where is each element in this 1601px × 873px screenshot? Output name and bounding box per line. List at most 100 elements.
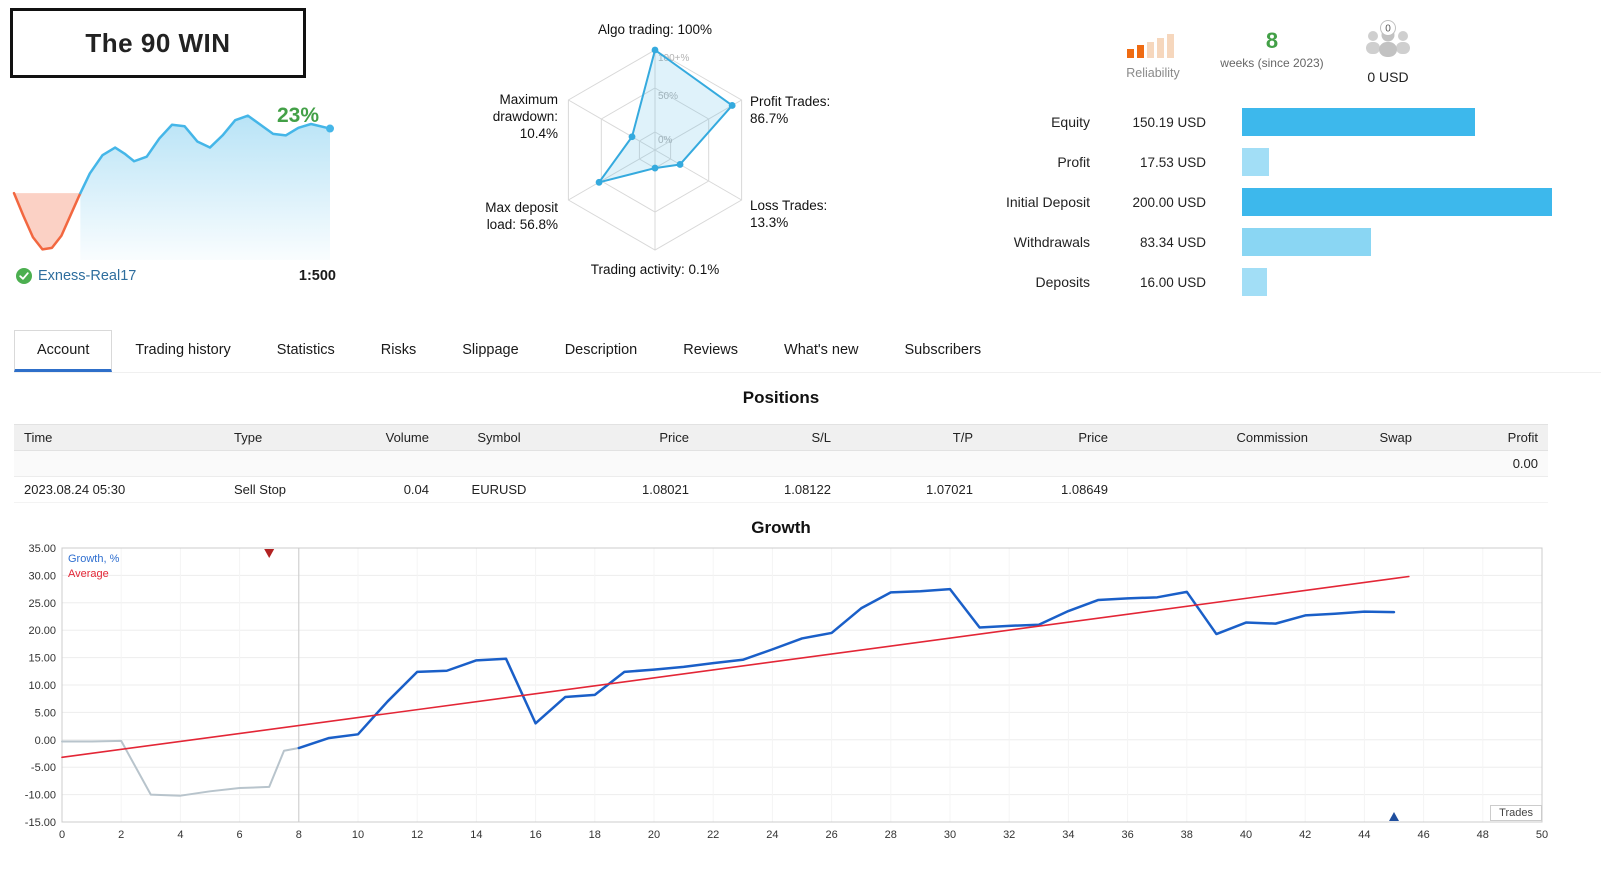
position-commission — [1118, 476, 1318, 503]
positions-table: Time Type Volume Symbol Price S/L T/P Pr… — [14, 424, 1548, 503]
svg-text:25.00: 25.00 — [28, 598, 56, 610]
withdrawals-bar — [1242, 228, 1372, 256]
svg-text:22: 22 — [707, 829, 719, 841]
svg-text:24: 24 — [766, 829, 778, 841]
radar-label-loss-trades: Loss Trades: 13.3% — [750, 198, 828, 230]
stat-value: 83.34 USD — [1139, 234, 1206, 250]
positions-summary-row: 0.00 — [14, 450, 1548, 477]
position-time: 2023.08.24 05:30 — [14, 476, 224, 503]
svg-text:18: 18 — [589, 829, 601, 841]
stat-row-initial-deposit: Initial Deposit 200.00 USD — [950, 182, 1570, 222]
radar-chart: 100+% 50% 0% — [567, 46, 743, 251]
svg-text:6: 6 — [237, 829, 243, 841]
svg-text:4: 4 — [177, 829, 183, 841]
tab-whats-new[interactable]: What's new — [784, 342, 859, 358]
broker-link[interactable]: Exness-Real17 — [16, 268, 136, 284]
growth-chart: -15.00 -10.00 -5.00 0.00 5.00 10.00 15.00 20.00… — [25, 543, 1548, 841]
weeks-value: 8 — [1265, 28, 1279, 53]
stat-row-equity: Equity 150.19 USD — [950, 102, 1570, 142]
position-profit — [1422, 476, 1548, 503]
column-header-price: Price — [559, 424, 699, 451]
svg-text:-5.00: -5.00 — [31, 762, 56, 774]
subscribers-icon: 0 — [1366, 20, 1410, 57]
svg-text:15.00: 15.00 — [28, 653, 56, 665]
tab-reviews[interactable]: Reviews — [683, 342, 739, 358]
svg-text:38: 38 — [1181, 829, 1193, 841]
subscribers-funds: 0 USD — [1367, 69, 1409, 85]
position-symbol: EURUSD — [439, 476, 559, 503]
svg-text:16: 16 — [529, 829, 541, 841]
column-header-volume: Volume — [344, 424, 439, 451]
position-volume: 0.04 — [344, 476, 439, 503]
svg-text:34: 34 — [1062, 829, 1074, 841]
signal-title-box: The 90 WIN — [10, 8, 306, 78]
svg-text:44: 44 — [1358, 829, 1370, 841]
svg-text:-15.00: -15.00 — [25, 817, 56, 829]
signal-title: The 90 WIN — [85, 27, 231, 58]
stat-label: Initial Deposit — [1005, 194, 1090, 210]
svg-text:48: 48 — [1477, 829, 1489, 841]
tab-trading-history[interactable]: Trading history — [135, 342, 231, 358]
column-header-sl: S/L — [699, 424, 841, 451]
svg-text:10: 10 — [352, 829, 364, 841]
radar-label-trading-activity: Trading activity: 0.1% — [590, 262, 720, 277]
svg-text:-10.00: -10.00 — [25, 790, 56, 802]
summary-profit: 0.00 — [1422, 450, 1548, 477]
verified-icon — [16, 268, 32, 284]
svg-text:35.00: 35.00 — [28, 543, 56, 555]
stat-row-withdrawals: Withdrawals 83.34 USD — [950, 222, 1570, 262]
growth-title: Growth — [751, 518, 811, 537]
equity-bar — [1242, 108, 1475, 136]
column-header-tp: T/P — [841, 424, 983, 451]
svg-text:42: 42 — [1299, 829, 1311, 841]
svg-text:50%: 50% — [658, 91, 678, 102]
radar-label-maximum-drawdown: Maximum drawdown: 10.4% — [492, 92, 558, 141]
svg-text:0%: 0% — [658, 135, 673, 146]
svg-text:0: 0 — [59, 829, 65, 841]
svg-text:30: 30 — [944, 829, 956, 841]
tab-risks[interactable]: Risks — [380, 342, 417, 358]
tab-slippage[interactable]: Slippage — [462, 342, 519, 358]
leverage-value: 1:500 — [298, 268, 336, 284]
tab-bar: Account Trading history Statistics Risks… — [14, 330, 1601, 373]
profit-bar — [1242, 148, 1270, 176]
position-row: 2023.08.24 05:30 Sell Stop 0.04 EURUSD 1… — [14, 476, 1548, 503]
x-axis-label-trades: Trades — [1490, 805, 1542, 821]
column-header-symbol: Symbol — [439, 424, 559, 451]
column-header-swap: Swap — [1318, 424, 1422, 451]
svg-text:12: 12 — [411, 829, 423, 841]
svg-text:0.00: 0.00 — [35, 735, 56, 747]
stat-row-profit: Profit 17.53 USD — [950, 142, 1570, 182]
svg-text:100+%: 100+% — [658, 53, 690, 64]
tab-subscribers[interactable]: Subscribers — [904, 342, 982, 358]
stat-value: 17.53 USD — [1139, 154, 1206, 170]
svg-text:28: 28 — [885, 829, 897, 841]
position-price: 1.08021 — [559, 476, 699, 503]
sparkline-chart — [12, 114, 334, 260]
svg-text:8: 8 — [296, 829, 302, 841]
radar-label-max-deposit-load: Max deposit load: 56.8% — [485, 200, 558, 232]
tab-account[interactable]: Account — [14, 330, 113, 372]
svg-text:40: 40 — [1240, 829, 1252, 841]
stat-row-deposits: Deposits 16.00 USD — [950, 262, 1570, 302]
stat-label: Withdrawals — [1013, 234, 1090, 250]
stat-value: 16.00 USD — [1139, 274, 1206, 290]
position-sl: 1.08122 — [699, 476, 841, 503]
svg-text:20.00: 20.00 — [28, 625, 56, 637]
svg-text:10.00: 10.00 — [28, 680, 56, 692]
tab-description[interactable]: Description — [564, 342, 638, 358]
account-row: Exness-Real17 1:500 — [16, 268, 336, 284]
svg-text:Average: Average — [68, 568, 109, 580]
svg-text:5.00: 5.00 — [35, 707, 56, 719]
svg-text:26: 26 — [825, 829, 837, 841]
subscribers-count-badge: 0 — [1385, 24, 1391, 35]
stat-value: 150.19 USD — [1132, 114, 1206, 130]
stat-label: Deposits — [1035, 274, 1090, 290]
stat-label: Equity — [1051, 114, 1090, 130]
initial-deposit-bar — [1242, 188, 1552, 216]
radar-label-algo-trading: Algo trading: 100% — [597, 22, 713, 37]
position-tp: 1.07021 — [841, 476, 983, 503]
tab-statistics[interactable]: Statistics — [276, 342, 335, 358]
svg-text:20: 20 — [648, 829, 660, 841]
